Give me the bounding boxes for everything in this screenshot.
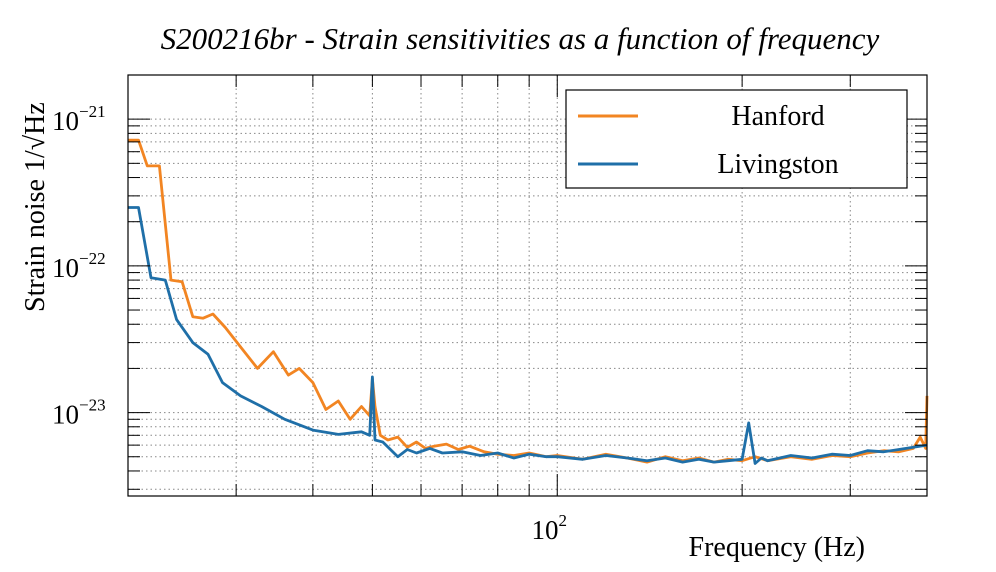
y-tick-label: 10−23 xyxy=(52,396,106,430)
series-lines xyxy=(128,138,929,465)
x-axis-label: Frequency (Hz) xyxy=(689,532,865,563)
chart-title: S200216br - Strain sensitivities as a fu… xyxy=(161,21,880,56)
y-tick-label: 10−21 xyxy=(52,102,106,136)
y-tick-label: 10−22 xyxy=(52,249,106,283)
plot-frame xyxy=(127,74,928,497)
legend-label-livingston: Livingston xyxy=(717,149,838,180)
x-tick-label: 102 xyxy=(532,511,568,545)
tick-labels: 102 10−21 10−22 10−23 xyxy=(52,102,567,545)
legend-label-hanford: Hanford xyxy=(731,101,824,132)
legend: Hanford Livingston xyxy=(565,89,908,189)
legend-box xyxy=(565,89,908,189)
axis-ticks xyxy=(127,74,928,496)
series-line-livingston xyxy=(128,206,928,465)
y-axis-label: Strain noise 1/√Hz xyxy=(20,102,51,312)
